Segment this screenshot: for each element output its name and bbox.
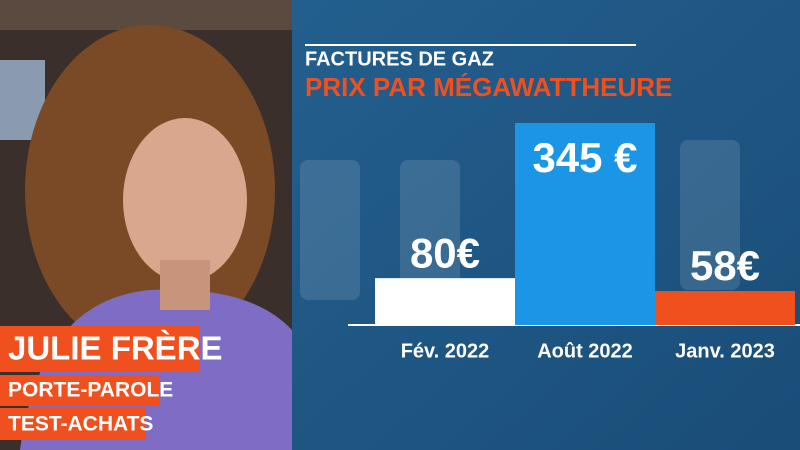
background-decor — [300, 140, 740, 300]
person-name: JULIE FRÈRE — [8, 330, 223, 367]
chart-subtitle: PRIX PAR MÉGAWATTHEURE — [305, 72, 672, 102]
person-organisation: TEST-ACHATS — [8, 413, 153, 436]
chart-panel: FACTURES DE GAZ PRIX PAR MÉGAWATTHEURE 8… — [292, 0, 800, 450]
x-tick-label: Août 2022 — [537, 340, 633, 362]
bars: 80€ Fév. 2022 345 € Août 2022 58€ Janv. 2023 — [375, 123, 795, 362]
x-tick-label: Fév. 2022 — [401, 340, 490, 362]
chart-title: FACTURES DE GAZ — [305, 48, 494, 70]
value-label: 345 € — [532, 134, 637, 181]
value-label: 58€ — [690, 242, 760, 289]
bar — [375, 278, 515, 325]
bar — [655, 291, 795, 325]
lower-third: JULIE FRÈRE PORTE-PAROLE TEST-ACHATS — [0, 326, 223, 440]
value-label: 80€ — [410, 229, 480, 276]
bar — [515, 123, 655, 325]
x-tick-label: Janv. 2023 — [675, 340, 775, 362]
person-role: PORTE-PAROLE — [8, 379, 173, 402]
